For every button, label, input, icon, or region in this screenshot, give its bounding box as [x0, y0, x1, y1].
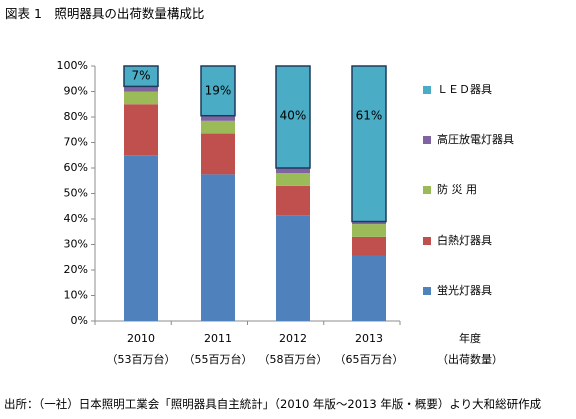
- bar-segment: [201, 174, 235, 321]
- x-axis-title: 年度: [459, 331, 481, 345]
- bar-segment: [124, 155, 158, 321]
- y-tick-label: 100%: [57, 59, 88, 72]
- bar-segment: [276, 173, 310, 186]
- y-tick-label: 70%: [64, 136, 88, 149]
- y-tick-label: 20%: [64, 263, 88, 276]
- legend-swatch: [423, 136, 431, 144]
- legend-label: 白熱灯器具: [437, 233, 492, 247]
- figure-source: 出所：（一社）日本照明工業会「照明器具自主統計」（2010 年版～2013 年版…: [4, 397, 542, 411]
- bar-segment: [201, 115, 235, 121]
- bar-segment: [275, 65, 311, 169]
- legend-label: 蛍光灯器具: [437, 283, 492, 297]
- bar-segment: [276, 215, 310, 321]
- bar-segment: [200, 65, 236, 117]
- legend-swatch: [423, 237, 431, 245]
- x-sublabel: （65百万台）: [335, 352, 404, 366]
- bar-segment: [352, 236, 386, 256]
- legend-label: 高圧放電灯器具: [437, 132, 514, 146]
- bar-segment: [201, 120, 235, 134]
- bar-segment: [124, 86, 158, 92]
- y-tick-label: 90%: [64, 85, 88, 98]
- legend-swatch: [423, 287, 431, 295]
- x-axis-subtitle: （出荷数量）: [437, 352, 503, 366]
- data-label: 40%: [280, 109, 307, 123]
- y-tick-label: 40%: [64, 212, 88, 225]
- legend-swatch: [423, 186, 431, 194]
- y-tick-label: 0%: [71, 314, 88, 327]
- legend-label: ＬＥＤ器具: [437, 83, 492, 96]
- bar-segment: [351, 65, 387, 223]
- x-tick-label: 2011: [204, 332, 232, 345]
- bar-segment: [276, 185, 310, 216]
- x-sublabel: （53百万台）: [107, 352, 176, 366]
- data-label: 61%: [356, 109, 383, 123]
- bar-segment: [352, 224, 386, 237]
- y-tick-label: 30%: [64, 238, 88, 251]
- bar-segment: [124, 91, 158, 105]
- stacked-bar-chart: 0% 10% 20% 30% 40% 50% 60% 70% 80% 90% 100% 2010 （53…: [57, 59, 514, 366]
- bar-segment: [201, 133, 235, 175]
- bar-segment: [352, 221, 386, 225]
- legend-swatch: [423, 86, 431, 94]
- x-tick-label: 2010: [127, 332, 155, 345]
- x-tick-label: 2012: [279, 332, 307, 345]
- bar-segment: [124, 104, 158, 156]
- bar-segment: [276, 168, 310, 174]
- legend-label: 防 災 用: [437, 182, 477, 196]
- y-tick-label: 80%: [64, 110, 88, 123]
- figure-title: 図表 1 照明器具の出荷数量構成比: [5, 6, 205, 21]
- bar-segment: [123, 65, 159, 88]
- data-label: 19%: [205, 83, 232, 97]
- bar-segment: [352, 255, 386, 321]
- y-tick-label: 10%: [64, 289, 88, 302]
- data-label: 7%: [131, 69, 150, 83]
- y-tick-label: 60%: [64, 161, 88, 174]
- x-tick-label: 2013: [355, 332, 383, 345]
- x-sublabel: （55百万台）: [184, 352, 253, 366]
- x-sublabel: （58百万台）: [259, 352, 328, 366]
- y-tick-label: 50%: [64, 187, 88, 200]
